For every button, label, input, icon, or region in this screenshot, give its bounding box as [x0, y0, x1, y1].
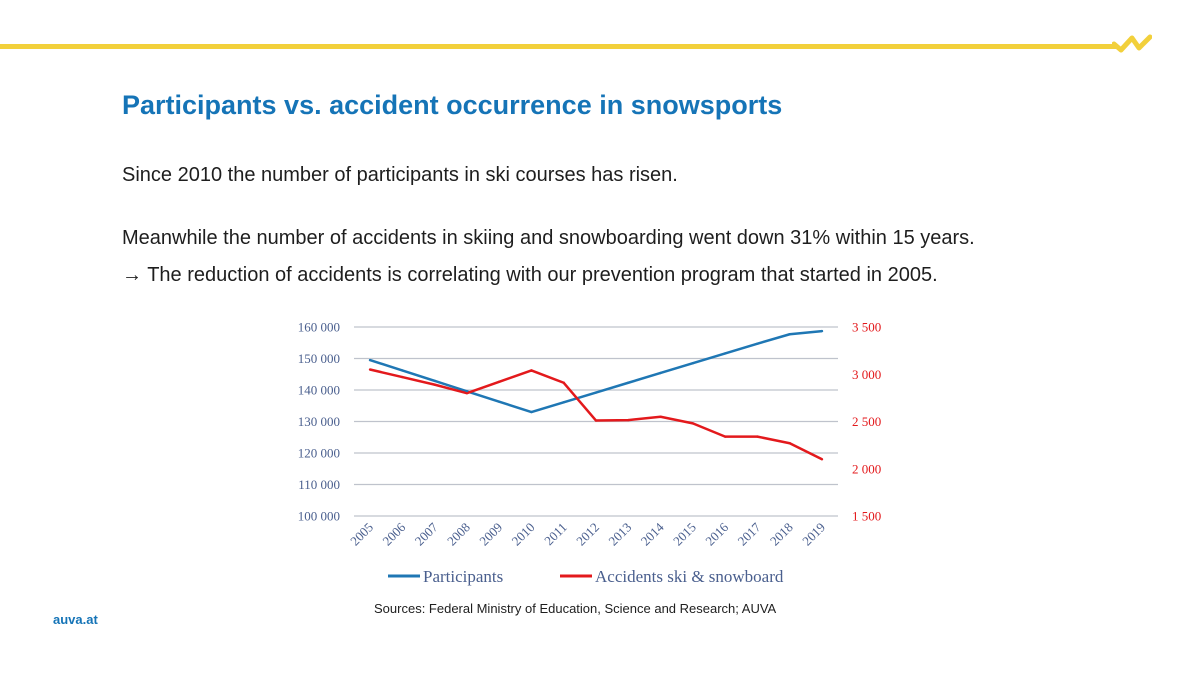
x-tick-label: 2011 — [541, 520, 570, 549]
x-tick-label: 2013 — [605, 520, 634, 549]
y-left-tick-label: 150 000 — [298, 351, 340, 366]
data-point-participants — [594, 391, 598, 394]
x-tick-label: 2008 — [444, 520, 473, 549]
data-point-participants — [530, 410, 533, 414]
x-tick-label: 2009 — [476, 520, 505, 549]
slide-title: Participants vs. accident occurrence in … — [122, 90, 783, 120]
data-point-participants — [756, 342, 759, 345]
x-tick-label: 2006 — [379, 519, 408, 548]
data-point-accidents — [756, 435, 759, 438]
data-point-participants — [659, 371, 662, 375]
x-tick-label: 2018 — [767, 520, 796, 549]
y-right-tick-label: 2 500 — [852, 414, 881, 429]
series-line-participants — [369, 329, 823, 414]
x-tick-label: 2019 — [799, 520, 828, 549]
data-point-participants — [788, 333, 791, 336]
data-point-accidents — [659, 415, 662, 418]
data-point-participants — [562, 401, 565, 404]
data-point-accidents — [530, 369, 533, 372]
data-point-accidents — [433, 383, 436, 386]
accident-trend-text: Meanwhile the number of accidents in ski… — [122, 227, 975, 249]
y-right-tick-label: 2 000 — [852, 461, 881, 476]
y-right-tick-label: 3 500 — [852, 320, 881, 335]
auva-logo-icon — [1112, 34, 1152, 53]
y-right-tick-label: 3 000 — [852, 367, 881, 382]
data-point-accidents — [368, 368, 372, 371]
x-tick-label: 2007 — [412, 519, 441, 548]
data-point-participants — [433, 379, 436, 383]
legend-label-accidents: Accidents ski & snowboard — [595, 567, 784, 586]
footer-brand-link[interactable]: auva.at — [53, 612, 98, 627]
data-point-accidents — [820, 458, 824, 461]
data-point-participants — [465, 390, 469, 393]
top-accent-rule — [0, 44, 1118, 49]
sources-note: Sources: Federal Ministry of Education, … — [374, 601, 777, 616]
data-point-accidents — [723, 435, 727, 438]
data-point-accidents — [788, 442, 791, 445]
y-right-tick-label: 1 500 — [852, 509, 881, 524]
y-left-tick-label: 130 000 — [298, 414, 340, 429]
data-point-accidents — [594, 419, 598, 422]
data-point-participants — [497, 400, 501, 403]
data-point-accidents — [627, 418, 630, 422]
x-tick-label: 2005 — [347, 520, 376, 549]
data-point-accidents — [465, 391, 469, 395]
y-left-tick-label: 100 000 — [298, 509, 340, 524]
x-tick-label: 2014 — [638, 519, 667, 548]
y-left-tick-label: 160 000 — [298, 320, 340, 335]
y-left-tick-label: 110 000 — [298, 477, 340, 492]
data-point-participants — [820, 329, 824, 333]
data-point-participants — [723, 352, 727, 355]
y-left-tick-label: 140 000 — [298, 383, 340, 398]
data-point-accidents — [401, 375, 404, 379]
x-tick-label: 2012 — [573, 520, 602, 549]
data-point-participants — [368, 358, 372, 362]
data-point-participants — [627, 381, 630, 384]
x-tick-label: 2015 — [670, 520, 699, 549]
x-tick-label: 2010 — [509, 520, 538, 549]
data-point-participants — [691, 362, 695, 365]
data-point-accidents — [691, 422, 695, 425]
prevention-text: → The reduction of accidents is correlat… — [122, 264, 938, 286]
data-point-participants — [401, 369, 404, 372]
data-point-accidents — [562, 381, 565, 384]
x-tick-label: 2017 — [735, 519, 764, 548]
y-left-tick-label: 120 000 — [298, 446, 340, 461]
x-tick-label: 2016 — [702, 519, 731, 548]
intro-text: Since 2010 the number of participants in… — [122, 164, 678, 186]
legend-label-participants: Participants — [423, 567, 503, 586]
data-point-accidents — [497, 380, 501, 384]
